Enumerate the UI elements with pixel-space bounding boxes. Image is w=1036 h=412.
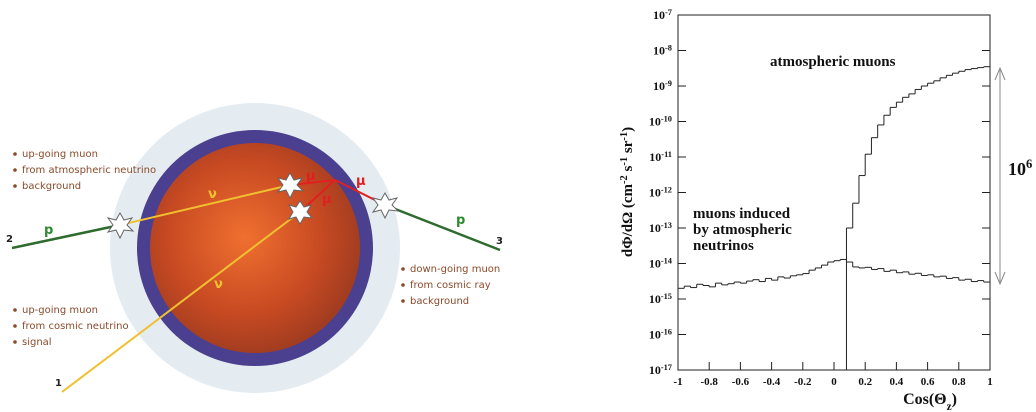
arrow-head — [994, 66, 1006, 81]
annotation: by atmospheric — [693, 222, 792, 238]
star — [106, 211, 135, 240]
diagram-label: down-going muon — [410, 264, 500, 275]
neutrino-labels: ν — [208, 187, 217, 202]
core — [150, 143, 360, 353]
y-tick-label: 10-16 — [649, 327, 672, 342]
neutrino-labels: ν — [214, 277, 223, 292]
proton-labels: p — [44, 223, 53, 238]
diagram-label: background — [410, 296, 469, 307]
bullet — [401, 283, 405, 287]
x-tick-label: -0.6 — [732, 376, 750, 388]
neutrino-track — [119, 184, 291, 226]
muon-labels: μ — [356, 174, 366, 189]
proton-labels: p — [456, 213, 465, 228]
bullet — [13, 308, 17, 312]
diagram-label: from cosmic neutrino — [22, 321, 129, 332]
y-tick-label: 10-14 — [649, 256, 673, 271]
x-tick-label: 0.2 — [858, 376, 872, 388]
diagram-label: up-going muon — [22, 149, 98, 160]
y-tick-label: 10-10 — [649, 114, 672, 129]
y-tick-label: 10-11 — [649, 150, 672, 165]
bullet — [401, 299, 405, 303]
diagram-label: signal — [22, 337, 52, 348]
diagram: up-going muon from atmospheric neutrino ba… — [6, 103, 503, 393]
y-tick-label: 10-9 — [653, 79, 672, 94]
y-tick-label: 10-7 — [653, 8, 672, 23]
y-tick-label: 10-13 — [649, 221, 672, 236]
annotation: muons induced — [693, 206, 791, 222]
annotation: 106 — [1008, 157, 1032, 179]
muon-labels: μ — [306, 169, 316, 184]
x-tick-label: 1 — [987, 376, 993, 388]
x-tick-label: 0 — [831, 376, 837, 388]
bullet — [13, 324, 17, 328]
x-tick-label: -0.2 — [794, 376, 812, 388]
diagram-label: from atmospheric neutrino — [22, 165, 156, 176]
bullet — [13, 340, 17, 344]
y-axis-label: dΦ/dΩ (cm-2 s-1 sr-1) — [619, 127, 637, 257]
arrow-head — [994, 271, 1006, 286]
interaction-stars — [106, 171, 400, 240]
diagram-label: background — [22, 181, 81, 192]
star — [287, 200, 314, 226]
annotation: atmospheric muons — [770, 54, 896, 70]
annotation: neutrinos — [693, 238, 754, 254]
histogram — [678, 258, 990, 370]
muon-labels: μ — [322, 192, 332, 207]
track-numbers: 3 — [496, 236, 503, 247]
neutrino-track — [61, 211, 301, 393]
y-tick-label: 10-8 — [653, 43, 672, 58]
proton-track — [384, 203, 501, 252]
x-tick-label: -0.4 — [763, 376, 781, 388]
bullet — [13, 152, 17, 156]
diagram-label: from cosmic ray — [410, 280, 491, 291]
y-tick-label: 10-17 — [649, 363, 672, 378]
x-tick-label: 0.6 — [921, 376, 935, 388]
x-axis-label: Cos(Θz) — [903, 391, 957, 412]
star — [276, 171, 305, 200]
diagram-label: up-going muon — [22, 305, 98, 316]
x-tick-label: 0.8 — [952, 376, 966, 388]
track-numbers: 1 — [55, 378, 62, 389]
proton-track — [11, 223, 121, 250]
x-tick-label: -0.8 — [700, 376, 718, 388]
y-tick-label: 10-12 — [649, 185, 672, 200]
bullet — [401, 267, 405, 271]
histogram — [845, 66, 990, 370]
x-tick-label: 0.4 — [890, 376, 904, 388]
star — [371, 191, 400, 220]
ratio-arrow — [994, 66, 1006, 286]
track-numbers: 2 — [6, 234, 13, 245]
y-tick-label: 10-15 — [649, 292, 672, 307]
x-tick-label: -1 — [673, 376, 682, 388]
bullet — [13, 168, 17, 172]
bullet — [13, 184, 17, 188]
